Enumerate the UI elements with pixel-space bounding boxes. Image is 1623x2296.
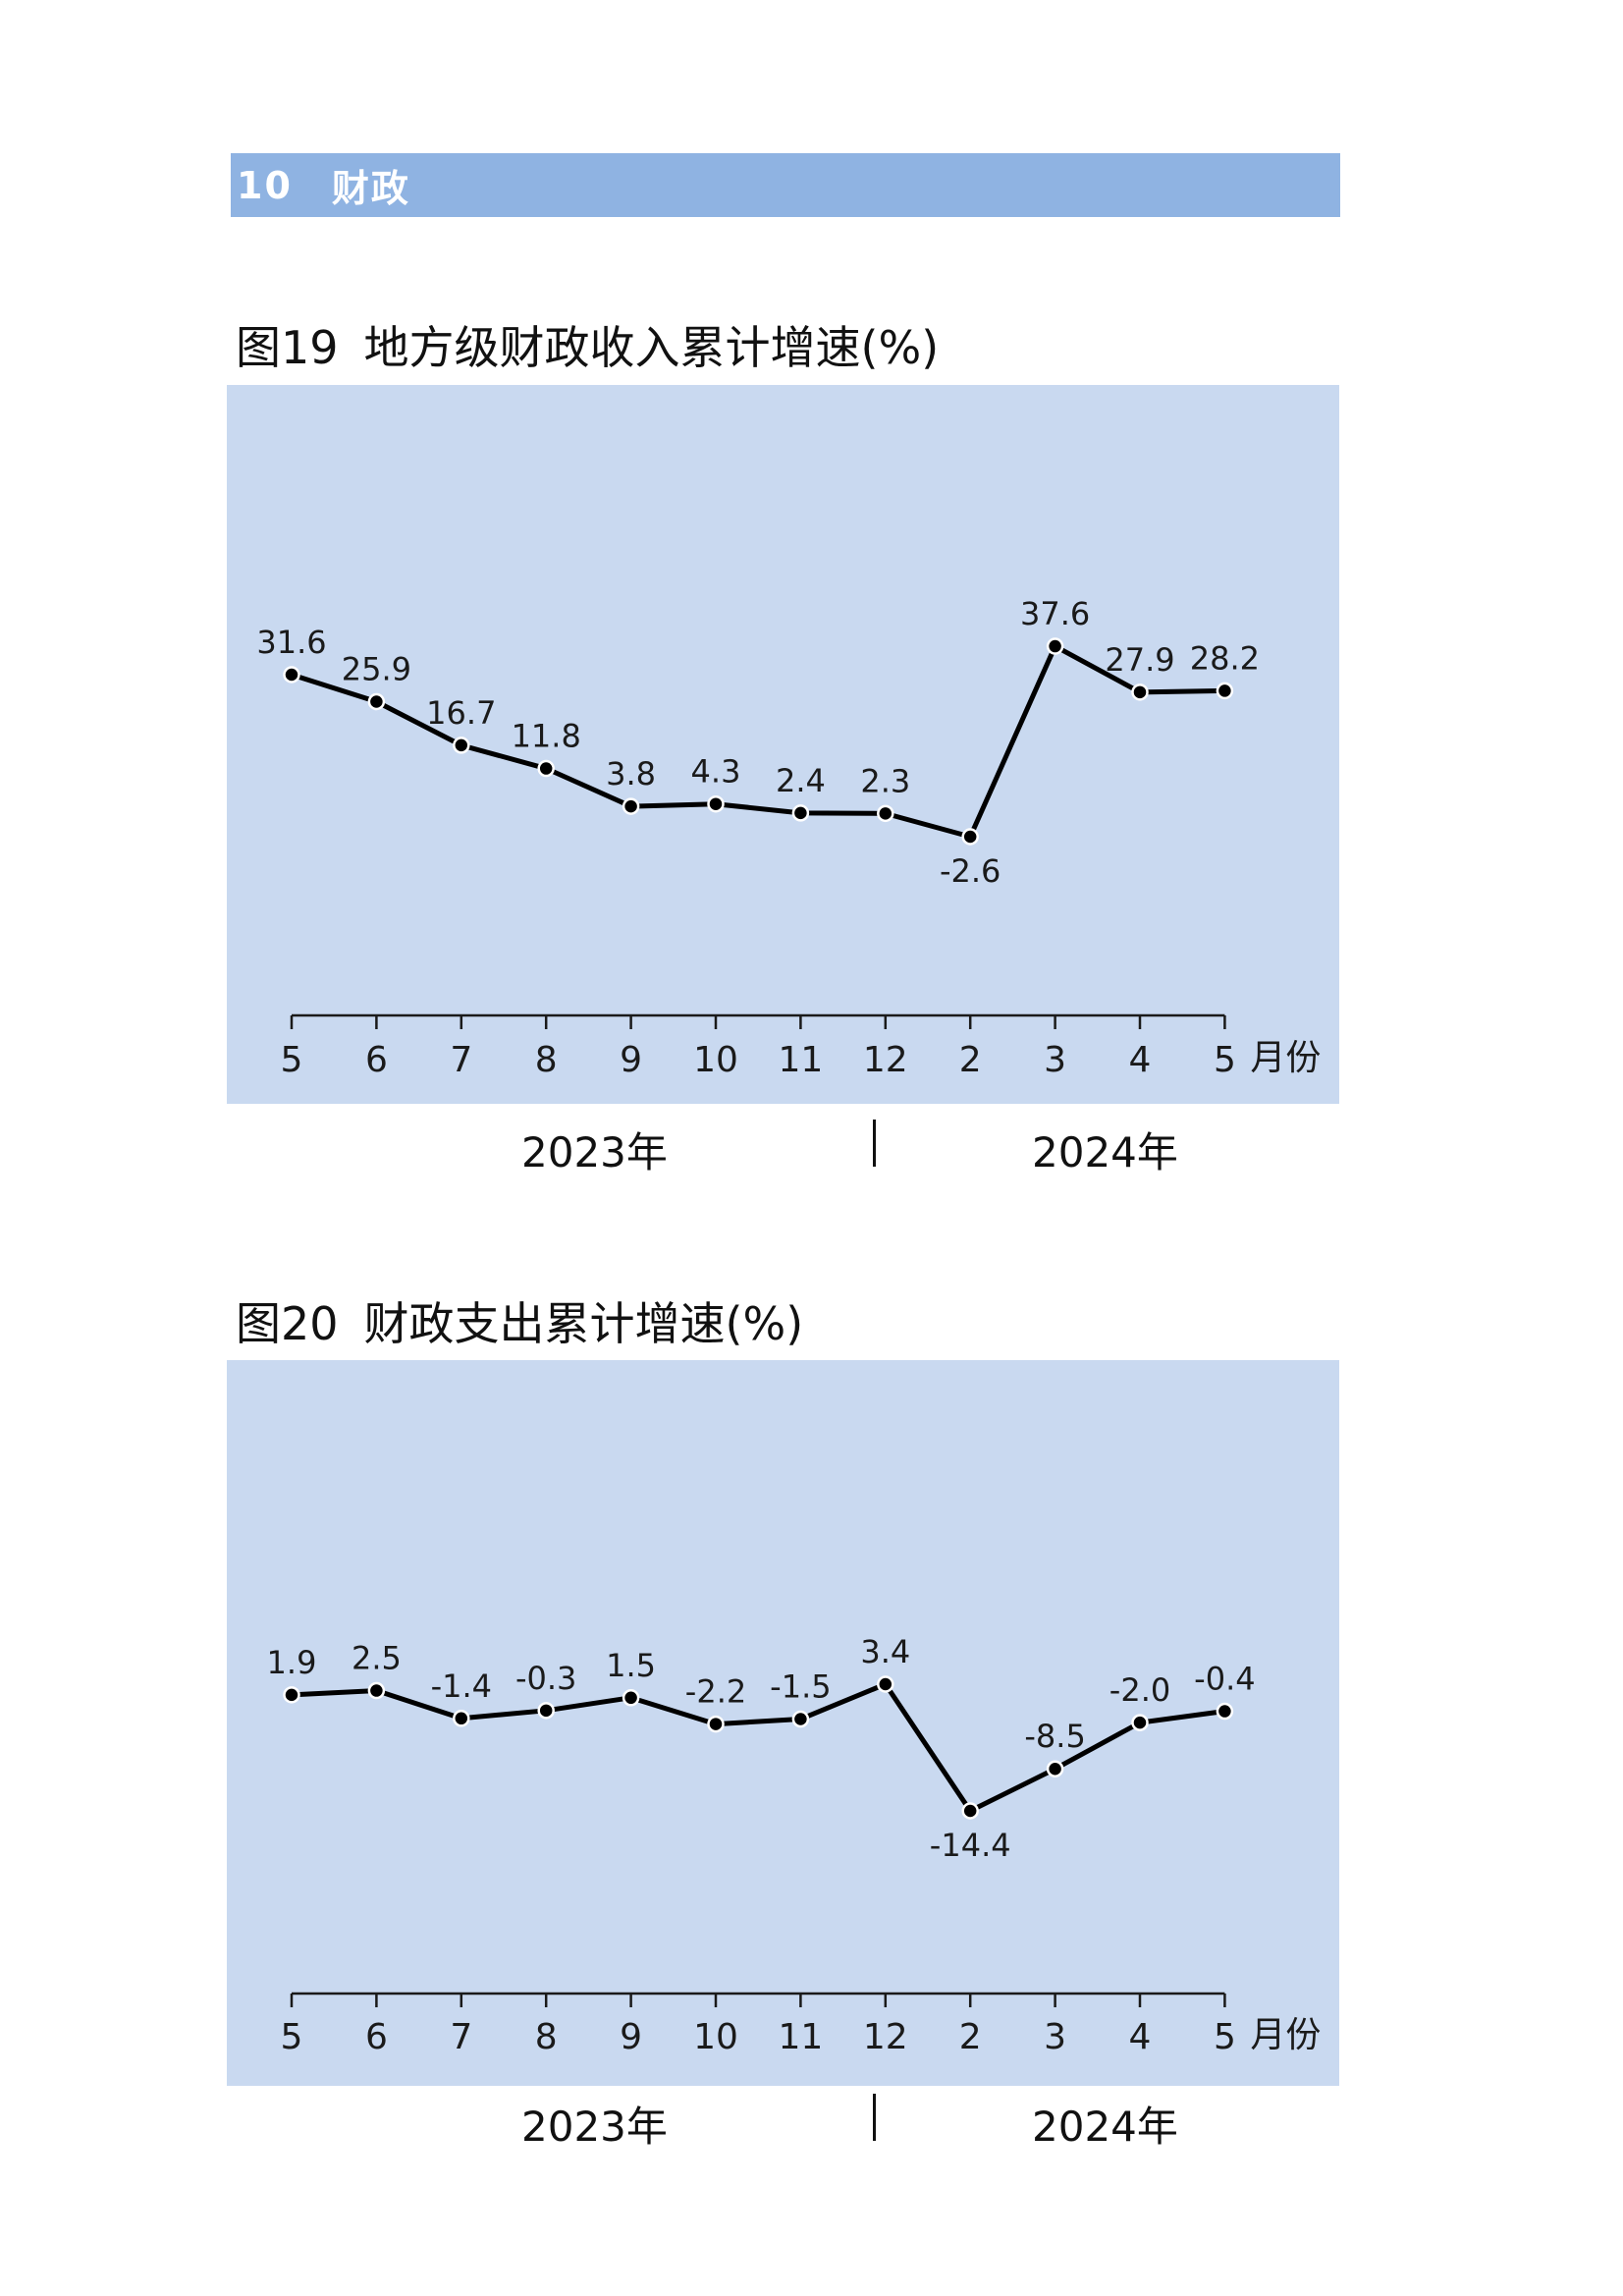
- chart-1-x-tick-label: 5: [281, 1040, 303, 1080]
- chart-2-data-label: -2.2: [685, 1673, 746, 1711]
- chart-1-data-label: 3.8: [606, 755, 656, 793]
- chart-1-data-point: [1131, 683, 1149, 701]
- chart-1-svg: 5 6 7 8 9 10 11 12 2 3 4 5 月份 31.6 25.9 16.7 11.8 3.8 4.3 2…: [256, 595, 1321, 1080]
- chart-1-year-separator: [873, 1120, 876, 1167]
- chart-2-figure-number: 图20: [236, 1297, 339, 1350]
- chart-1-data-point: [453, 737, 470, 754]
- chart-1-data-label: 11.8: [512, 718, 581, 755]
- chart-1-data-point: [877, 804, 894, 823]
- chart-1-data-label: 25.9: [342, 651, 411, 688]
- chart-2-data-label: -1.4: [431, 1667, 492, 1705]
- chart-2-series-line: [289, 1681, 1227, 1814]
- chart-1-x-tick-label: 8: [535, 1040, 558, 1080]
- chart-1-x-tick-label: 4: [1129, 1040, 1152, 1080]
- section-title: 财政: [331, 167, 410, 210]
- chart-2-x-tick-label: 3: [1044, 2017, 1066, 2057]
- chart-1-x-tick-label: 10: [693, 1040, 738, 1080]
- chart-1-title-text: 地方级财政收入累计增速(%): [363, 321, 940, 374]
- chart-1-data-point: [707, 794, 725, 813]
- chart-2-x-tick-label: 5: [281, 2017, 303, 2057]
- chart-2-data-point: [1216, 1702, 1234, 1721]
- chart-2-data-label: 1.9: [267, 1644, 317, 1681]
- chart-2-title: 图20 财政支出累计增速(%): [236, 1288, 803, 1353]
- chart-2-x-tick-label: 7: [450, 2017, 472, 2057]
- chart-2-svg: 5 6 7 8 9 10 11 12 2 3 4 5 月份 1.9 2.5 -1.4 -0.3 1.5 -2.2 -1…: [267, 1633, 1322, 2057]
- chart-2-x-tick-label: 11: [778, 2017, 823, 2057]
- chart-2-title-text: 财政支出累计增速(%): [363, 1297, 804, 1350]
- chart-2-data-label: 2.5: [352, 1640, 402, 1677]
- chart-2-data-label: 1.5: [606, 1647, 656, 1684]
- chart-2-data-label: -1.5: [770, 1668, 831, 1706]
- chart-2-data-point: [537, 1702, 555, 1720]
- chart-1-figure-number: 图19: [236, 321, 339, 374]
- chart-1-year-axis: 2023年 2024年: [227, 1120, 1339, 1178]
- chart-1-data-label: 27.9: [1105, 641, 1174, 679]
- chart-2-data-label: -8.5: [1024, 1718, 1085, 1755]
- chart-2-x-tick-label: 4: [1129, 2017, 1152, 2057]
- chart-1-x-tick-label: 9: [620, 1040, 642, 1080]
- chart-1-x-tick-label: 6: [365, 1040, 388, 1080]
- chart-1-data-point: [1046, 637, 1064, 655]
- section-header-bar: 10 财政: [231, 153, 1340, 217]
- chart-2-data-point: [961, 1802, 979, 1820]
- chart-1-data-point: [367, 692, 386, 711]
- chart-1-data-label: 2.4: [776, 762, 826, 799]
- chart-2-x-tick-label: 6: [365, 2017, 388, 2057]
- chart-1-series-line: [289, 643, 1227, 840]
- chart-1-data-point: [622, 797, 640, 815]
- chart-2-data-label: -14.4: [930, 1827, 1011, 1864]
- chart-2-data-label: -0.3: [515, 1660, 576, 1697]
- chart-2-data-point: [877, 1675, 894, 1693]
- chart-1-data-point: [791, 804, 810, 822]
- chart-2-x-tick-label: 8: [535, 2017, 558, 2057]
- chart-2-data-point: [622, 1689, 640, 1707]
- chart-2-year-separator: [873, 2094, 876, 2141]
- chart-2-x-tick-label: 12: [863, 2017, 908, 2057]
- chart-1-data-label: -2.6: [940, 852, 1001, 890]
- chart-2-data-label: -0.4: [1194, 1661, 1255, 1698]
- chart-1-data-label: 2.3: [860, 762, 910, 799]
- section-number: 10: [237, 163, 293, 207]
- chart-2-plot-area: 5 6 7 8 9 10 11 12 2 3 4 5 月份 1.9 2.5 -1.4 -0.3 1.5 -2.2 -1…: [227, 1360, 1339, 2086]
- chart-1-data-label: 31.6: [256, 624, 326, 661]
- chart-1-title: 图19 地方级财政收入累计增速(%): [236, 312, 939, 377]
- chart-1-data-point: [283, 666, 300, 683]
- chart-1-x-tick-label: 5: [1214, 1040, 1236, 1080]
- chart-1-data-label: 16.7: [426, 694, 496, 732]
- chart-2-year-2023: 2023年: [521, 2103, 668, 2151]
- chart-1-data-label: 37.6: [1020, 595, 1090, 632]
- chart-1-x-tick-label: 11: [778, 1040, 823, 1080]
- chart-1-year-2023: 2023年: [521, 1128, 668, 1176]
- chart-1-x-tick-label: 12: [863, 1040, 908, 1080]
- chart-2-x-tick-label: 9: [620, 2017, 642, 2057]
- chart-2-data-point: [791, 1710, 810, 1728]
- chart-2-year-2024: 2024年: [1032, 2103, 1178, 2151]
- chart-1-data-point: [961, 828, 979, 846]
- chart-2-data-label: -2.0: [1109, 1671, 1170, 1709]
- chart-1-x-tick-label: 3: [1044, 1040, 1066, 1080]
- chart-2-data-point: [1046, 1760, 1064, 1777]
- chart-2-x-tick-label: 5: [1214, 2017, 1236, 2057]
- chart-2-x-unit-label: 月份: [1250, 2015, 1321, 2055]
- chart-1-x-tick-label: 2: [959, 1040, 982, 1080]
- chart-1-data-label: 28.2: [1190, 639, 1260, 677]
- chart-2-x-tick-label: 2: [959, 2017, 982, 2057]
- chart-2-x-tick-label: 10: [693, 2017, 738, 2057]
- chart-1-x-tick-label: 7: [450, 1040, 472, 1080]
- chart-1-data-point: [537, 759, 555, 778]
- chart-1-plot-area: 5 6 7 8 9 10 11 12 2 3 4 5 月份 31.6 25.9 16.7 11.8 3.8 4.3 2…: [227, 385, 1339, 1104]
- chart-1-data-label: 4.3: [691, 753, 741, 791]
- chart-2-data-point: [367, 1681, 386, 1700]
- chart-2-data-point: [453, 1710, 470, 1727]
- chart-2-data-point: [707, 1715, 725, 1733]
- chart-2-data-label: 3.4: [860, 1633, 910, 1670]
- chart-2-data-point: [1131, 1714, 1149, 1731]
- chart-1-x-unit-label: 月份: [1250, 1038, 1321, 1078]
- chart-1-year-2024: 2024年: [1032, 1128, 1178, 1176]
- chart-1-data-point: [1216, 682, 1234, 700]
- chart-2-data-point: [283, 1686, 300, 1704]
- chart-2-year-axis: 2023年 2024年: [227, 2094, 1339, 2153]
